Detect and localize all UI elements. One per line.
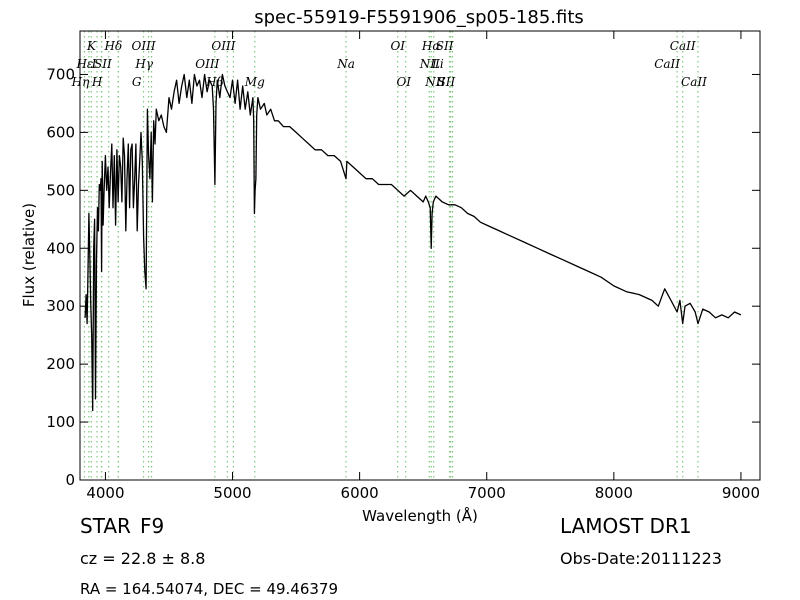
line-label: I <box>91 57 97 71</box>
line-label: H <box>91 75 103 89</box>
line-label: OIII <box>195 57 219 71</box>
plot-frame <box>79 30 761 481</box>
spectrum-line <box>84 73 742 412</box>
line-label: OI <box>396 75 411 89</box>
sky-coordinates: RA = 164.54074, DEC = 49.46379 <box>80 580 339 598</box>
observation-date: Obs-Date:20111223 <box>560 549 722 568</box>
x-tick-label: 9000 <box>722 484 760 502</box>
redshift-value: cz = 22.8 ± 8.8 <box>80 549 206 568</box>
x-tick-label: 7000 <box>468 484 506 502</box>
line-label: SII <box>438 75 456 89</box>
y-tick-label: 600 <box>46 123 75 141</box>
line-label: SII <box>436 39 454 53</box>
x-tick-label: 4000 <box>86 484 124 502</box>
line-label: CaII <box>654 57 680 71</box>
object-subclass: F9 <box>140 514 165 538</box>
y-axis-label: Flux (relative) <box>20 203 38 307</box>
y-tick-label: 500 <box>46 181 75 199</box>
object-class: STAR <box>80 514 131 538</box>
line-label: Li <box>431 57 444 71</box>
x-tick-label: 5000 <box>213 484 251 502</box>
line-label: OIII <box>211 39 235 53</box>
emission-line-markers <box>83 31 699 480</box>
y-tick-label: 100 <box>46 413 75 431</box>
line-label: NII <box>419 57 440 71</box>
y-tick-label: 300 <box>46 297 75 315</box>
y-tick-label: 200 <box>46 355 75 373</box>
y-tick-label: 0 <box>65 471 75 489</box>
spectrum-series <box>84 73 742 412</box>
line-label: OI <box>390 39 405 53</box>
line-label: K <box>86 39 97 53</box>
line-label: Na <box>336 57 355 71</box>
line-label: Mg <box>244 75 265 89</box>
chart-title: spec-55919-F5591906_sp05-185.fits <box>254 7 584 28</box>
line-label: Hδ <box>104 39 123 53</box>
y-tick-label: 400 <box>46 239 75 257</box>
line-label: Hγ <box>134 57 153 71</box>
line-label: G <box>132 75 142 89</box>
line-label: OIII <box>132 39 156 53</box>
x-tick-label: 6000 <box>341 484 379 502</box>
x-axis-ticks: 4000 5000 6000 7000 8000 9000 <box>86 31 760 502</box>
line-label: CaII <box>670 39 696 53</box>
line-label: NII <box>424 75 445 89</box>
x-tick-label: 8000 <box>595 484 633 502</box>
line-label: Hα <box>421 39 441 53</box>
survey-name: LAMOST DR1 <box>560 514 692 538</box>
line-label: Hβ <box>205 75 223 89</box>
y-tick-label: 700 <box>46 65 75 83</box>
line-label: SII <box>94 57 112 71</box>
line-label: CaII <box>681 75 707 89</box>
x-axis-label: Wavelength (Å) <box>362 506 478 525</box>
y-axis-ticks: 0 100 200 300 400 500 600 700 <box>46 65 760 489</box>
